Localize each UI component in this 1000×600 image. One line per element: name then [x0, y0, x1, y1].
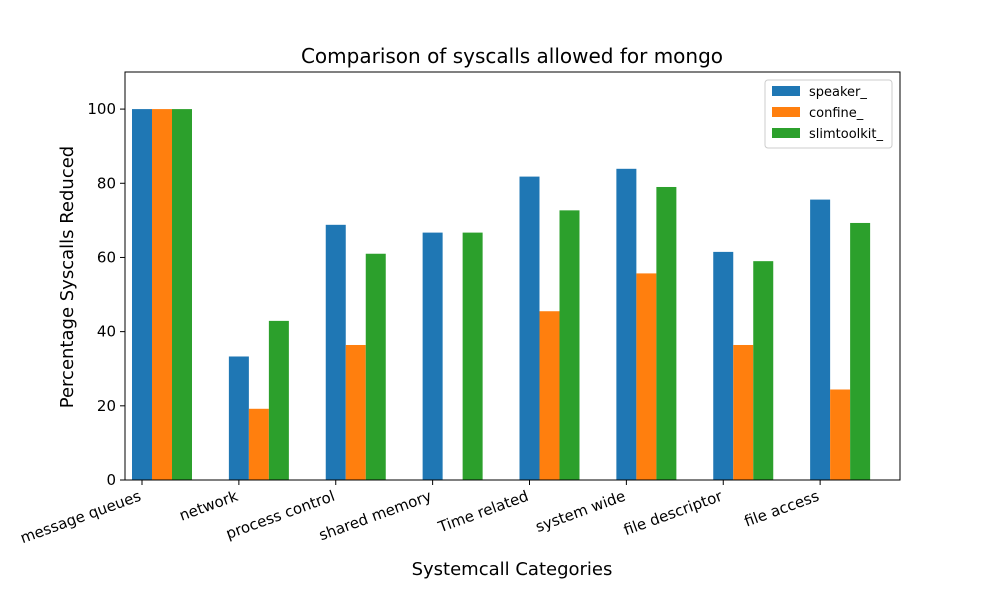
bar-slimtoolkit-4 [559, 210, 580, 480]
bar-speaker-5 [616, 168, 637, 481]
legend-swatch-1 [772, 107, 800, 117]
bar-slimtoolkit-1 [268, 320, 289, 480]
bar-speaker-6 [713, 251, 734, 480]
bar-confine-1 [248, 408, 269, 480]
bar-speaker-3 [422, 232, 443, 480]
bar-slimtoolkit-6 [753, 261, 774, 480]
x-tick-label-1: network [177, 487, 241, 525]
legend-label-0: speaker_ [809, 85, 867, 100]
bar-speaker-1 [228, 356, 249, 480]
y-tick-label-5: 100 [87, 100, 116, 118]
bar-confine-6 [733, 344, 754, 480]
y-tick-label-4: 80 [97, 174, 116, 192]
y-tick-label-0: 0 [106, 471, 116, 489]
x-tick-label-5: system wide [533, 487, 628, 536]
x-tick-label-4: Time related [435, 487, 531, 537]
bar-speaker-2 [325, 224, 346, 480]
legend-swatch-0 [772, 86, 800, 96]
legend-label-1: confine_ [809, 106, 864, 121]
legend: speaker_ confine_ slimtoolkit_ [764, 79, 893, 149]
y-tick-label-3: 60 [97, 248, 116, 266]
legend-label-2: slimtoolkit_ [809, 127, 884, 142]
axes-frame [124, 71, 901, 481]
bar-speaker-0 [132, 109, 152, 480]
chart-title: Comparison of syscalls allowed for mongo [301, 44, 723, 68]
y-tick-label-2: 40 [97, 323, 116, 341]
bar-speaker-4 [519, 176, 540, 480]
bar-slimtoolkit-7 [850, 222, 871, 480]
bar-confine-2 [345, 344, 366, 480]
x-tick-label-6: file descriptor [621, 487, 725, 540]
x-axis-title: Systemcall Categories [412, 559, 613, 580]
bar-slimtoolkit-5 [656, 186, 677, 480]
bar-slimtoolkit-3 [462, 232, 483, 480]
y-tick-label-1: 20 [97, 397, 116, 415]
bar-slimtoolkit-2 [365, 253, 386, 480]
y-axis-title: Percentage Syscalls Reduced [57, 146, 78, 408]
bar-speaker-7 [810, 199, 831, 481]
bar-confine-4 [539, 311, 560, 480]
x-tick-label-0: message queues [18, 487, 144, 547]
bar-confine-7 [830, 389, 851, 480]
legend-swatch-2 [772, 128, 800, 138]
x-tick-label-7: file access [742, 487, 822, 531]
bar-confine-0 [152, 109, 172, 480]
x-tick-label-3: shared memory [316, 487, 434, 545]
bar-slimtoolkit-0 [172, 109, 192, 480]
bar-confine-5 [636, 273, 657, 480]
